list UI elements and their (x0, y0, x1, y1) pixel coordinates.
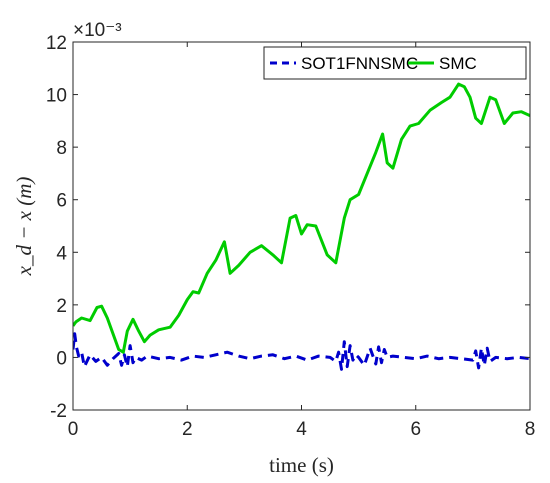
series-line-smc (73, 82, 530, 354)
x-tick-label: 0 (68, 419, 79, 440)
y-axis-label: x_d − x (m) (12, 177, 36, 277)
legend: SOT1FNNSMC SMC (263, 46, 527, 80)
plot-area (73, 42, 530, 410)
series-layer (73, 82, 530, 371)
y-tick-label: 2 (56, 296, 67, 317)
x-tick-label: 6 (410, 419, 421, 440)
plot-background (73, 42, 530, 410)
y-tick-label: -2 (50, 401, 67, 422)
legend-box (263, 46, 527, 80)
y-exponent-label: ×10⁻³ (73, 20, 122, 41)
x-tick-label: 8 (525, 419, 536, 440)
y-tick-label: 10 (46, 86, 67, 107)
y-tick-label: 8 (56, 138, 67, 159)
series-line-sot1fnnsmc (73, 332, 530, 371)
y-tick-label: 4 (56, 243, 67, 264)
legend-label-sot1fnnsmc: SOT1FNNSMC (301, 54, 418, 73)
x-tick-label: 4 (296, 419, 307, 440)
y-tick-label: 6 (56, 191, 67, 212)
x-tick-label: 2 (182, 419, 193, 440)
y-tick-label: 0 (56, 348, 67, 369)
x-axis-label: time (s) (269, 453, 334, 477)
legend-label-smc: SMC (439, 54, 477, 73)
y-tick-label: 12 (46, 33, 67, 54)
